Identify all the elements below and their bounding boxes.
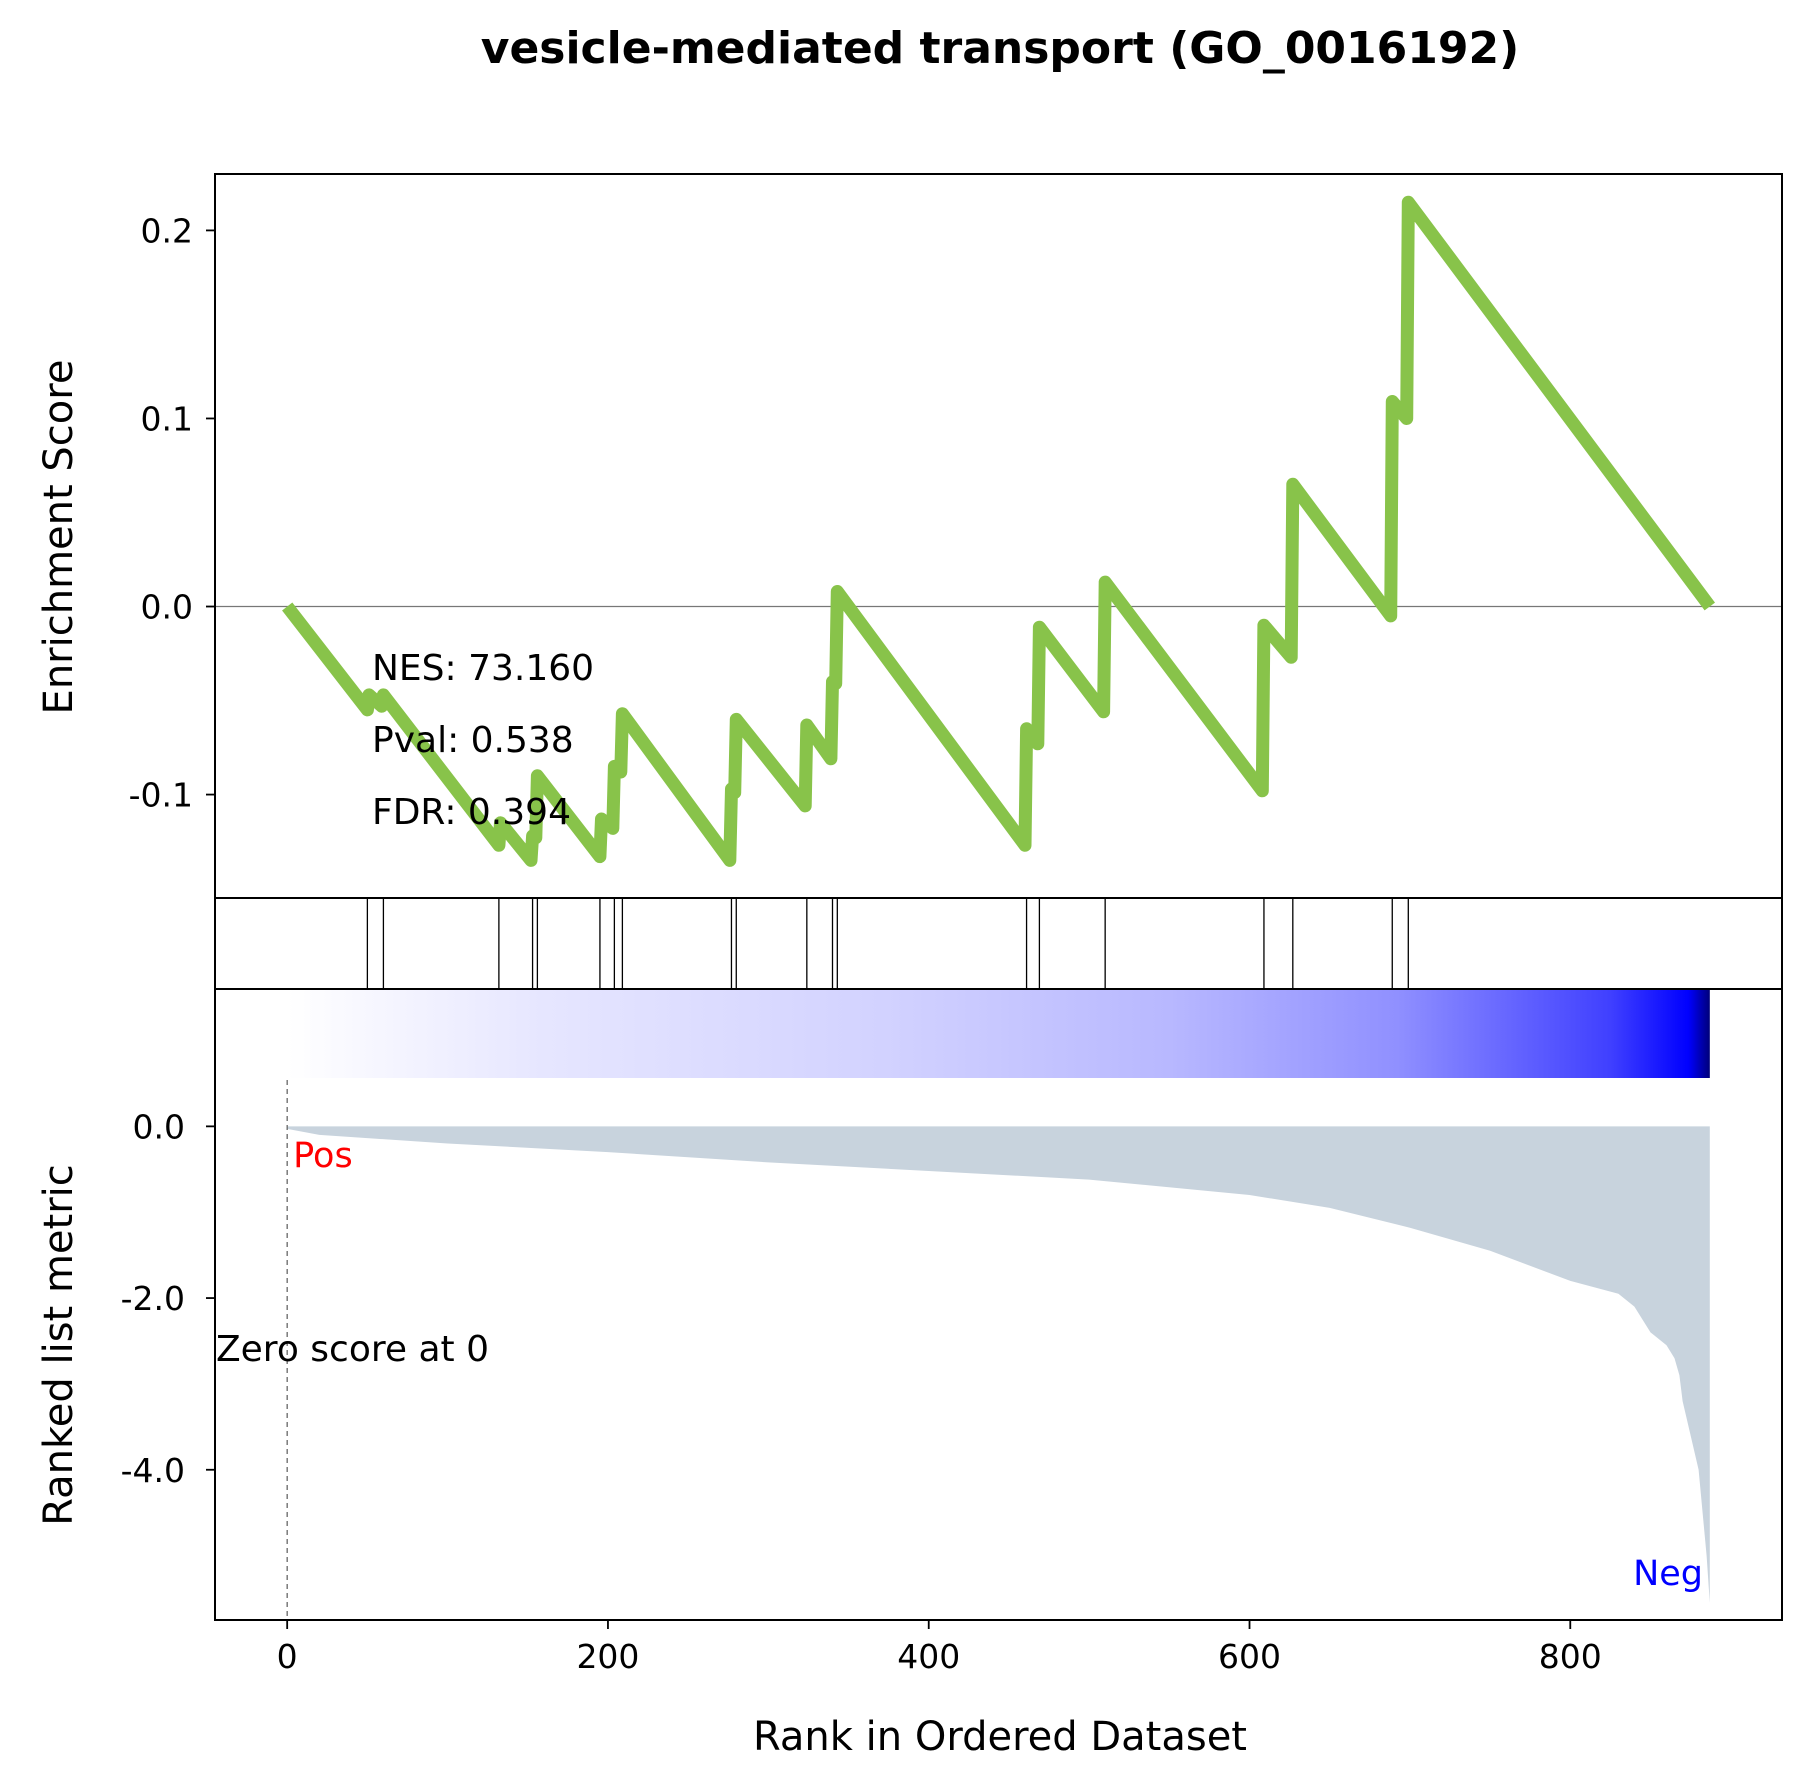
es-y-tick-label: -0.1 — [129, 776, 193, 815]
x-tick-label: 0 — [277, 1637, 298, 1676]
es-y-tick-label: 0.2 — [141, 211, 193, 250]
nes-label: NES: 73.160 — [372, 648, 594, 689]
x-tick-label: 200 — [576, 1637, 639, 1676]
pos-label: Pos — [293, 1136, 353, 1176]
enrichment-score-panel: NES: 73.160 Pval: 0.538 FDR: 0.394 0.2 0.1 0.… — [129, 173, 1783, 899]
x-tick-label: 800 — [1539, 1637, 1602, 1676]
es-y-axis-label: Enrichment Score — [36, 360, 82, 715]
enrichment-score-line — [282, 195, 1716, 867]
es-y-tick-label: 0.0 — [141, 588, 193, 627]
rank-color-bar — [287, 989, 1710, 1078]
zero-score-label: Zero score at 0 — [216, 1329, 489, 1370]
es-y-tick-label: 0.1 — [141, 399, 193, 438]
rank-y-tick-label: 0.0 — [133, 1107, 185, 1146]
rank-panel-frame — [214, 988, 1783, 1621]
rank-y-axis-label: Ranked list metric — [36, 1164, 82, 1526]
chart-title: vesicle-mediated transport (GO_0016192) — [481, 23, 1519, 74]
ranked-metric-area — [287, 1126, 1710, 1603]
rank-y-tick-label: -4.0 — [121, 1451, 185, 1490]
neg-label: Neg — [1633, 1554, 1703, 1594]
hit-panel-frame — [214, 897, 1783, 990]
rank-y-tick-label: -2.0 — [121, 1279, 185, 1318]
hit-markers-panel — [214, 897, 1783, 990]
x-tick-label: 600 — [1218, 1637, 1281, 1676]
x-axis-label: Rank in Ordered Dataset — [753, 1714, 1247, 1760]
fdr-label: FDR: 0.394 — [372, 792, 571, 833]
x-tick-label: 400 — [897, 1637, 960, 1676]
ranked-metric-panel: Pos Neg Zero score at 0 0.0 -2.0 -4.0 0 200 400 6… — [121, 988, 1783, 1676]
pval-label: Pval: 0.538 — [372, 720, 574, 761]
